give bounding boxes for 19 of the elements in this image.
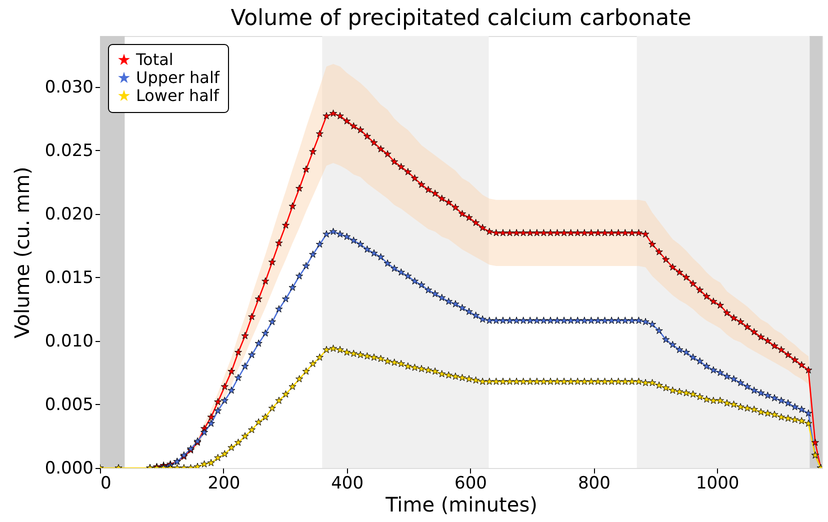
x-axis-title: Time (minutes): [384, 492, 538, 516]
legend-label: Lower half: [136, 86, 220, 105]
x-tick-label: 200: [208, 474, 240, 494]
y-tick-label: 0.020: [44, 204, 94, 224]
x-tick-label: 0: [100, 474, 112, 494]
y-tick-label: 0.015: [44, 268, 94, 288]
y-tick-label: 0.010: [44, 331, 94, 352]
y-tick-label: 0.030: [44, 77, 94, 98]
chart-title: Volume of precipitated calcium carbonate: [230, 6, 692, 31]
x-tick-label: 600: [454, 474, 487, 494]
legend-label: Upper half: [136, 68, 220, 87]
legend-label: Total: [135, 50, 174, 69]
y-tick-label: 0.025: [44, 140, 94, 161]
x-tick-label: 800: [578, 474, 610, 494]
x-tick-label: 1000: [696, 474, 740, 494]
y-axis-title: Volume (cu. mm): [10, 166, 34, 338]
y-tick-label: 0.005: [44, 394, 94, 415]
y-tick-label: 0.000: [44, 458, 94, 478]
x-tick-label: 400: [331, 474, 364, 494]
